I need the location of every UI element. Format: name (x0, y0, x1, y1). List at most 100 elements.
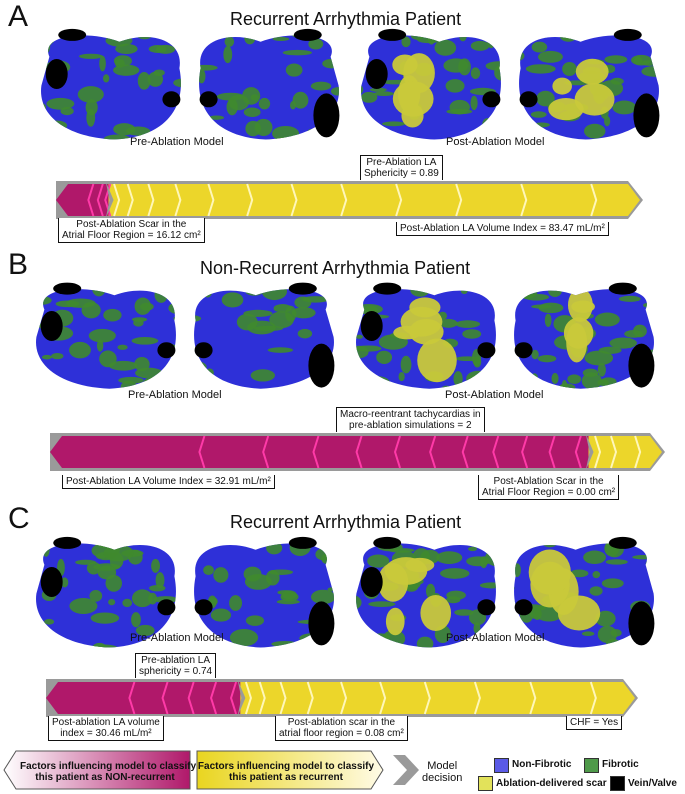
chevron-right-icon (589, 681, 597, 715)
vein-icon (482, 91, 501, 108)
legend-swatch-fibrotic (584, 758, 599, 773)
decision-marker (237, 679, 246, 717)
chevron-left-icon (262, 435, 270, 469)
chevron-left-icon (548, 435, 556, 469)
chevron-right-icon (520, 183, 528, 217)
legend-recurrent-arrow (196, 750, 384, 790)
vein-icon (53, 536, 82, 549)
heart-model-pre-a (41, 28, 340, 140)
vein-icon (199, 91, 218, 108)
decision-marker (585, 433, 594, 471)
force-bar-b (50, 433, 665, 471)
vein-icon (288, 536, 317, 549)
post-ablation-label-b: Post-Ablation Model (445, 389, 544, 401)
vein-icon (373, 536, 402, 549)
vein-icon (45, 59, 68, 89)
nonrecurrent-segment (56, 184, 109, 216)
vein-icon (514, 342, 533, 359)
recurrent-segment (108, 184, 640, 216)
post-ablation-label-c: Post-Ablation Model (446, 632, 545, 644)
legend-nonrecurrent-label: Factors influencing model to classify th… (20, 761, 197, 783)
chevron-left-icon (198, 435, 206, 469)
legend-label-scar: Ablation-delivered scar (496, 778, 607, 789)
chevron-right-icon (455, 183, 463, 217)
callout-volume-a: Post-Ablation LA Volume Index = 83.47 mL… (396, 222, 609, 236)
chevron-left-icon (128, 681, 136, 715)
legend-swatch-nonfibrotic (494, 758, 509, 773)
post-ablation-label-a: Post-Ablation Model (446, 136, 545, 148)
nonrecurrent-segment (50, 436, 589, 468)
chevron-left-icon (96, 183, 104, 217)
valve-icon (628, 601, 655, 646)
vein-icon (613, 28, 642, 41)
chevron-left-icon (230, 681, 238, 715)
chevron-left-icon (461, 435, 469, 469)
chevron-right-icon (340, 681, 348, 715)
legend-arrows (3, 750, 419, 790)
chevron-right-icon (279, 681, 287, 715)
panel-letter-a: A (8, 0, 29, 33)
chevron-right-icon (423, 681, 431, 715)
chevron-right-icon (340, 183, 348, 217)
chevron-right-icon (594, 435, 602, 469)
legend-label-vein: Vein/Valve (628, 778, 677, 789)
vein-icon (157, 342, 176, 359)
chevron-left-icon (492, 435, 500, 469)
decision-marker (105, 181, 114, 219)
callout-volume-b: Post-Ablation LA Volume Index = 32.91 mL… (62, 475, 275, 489)
legend-decision-label: Model decision (422, 760, 463, 784)
chevron-left-icon (574, 435, 582, 469)
chevron-left-icon (87, 183, 95, 217)
vein-icon (58, 28, 87, 41)
chevron-right-icon (379, 681, 387, 715)
chevron-right-icon (113, 183, 121, 217)
callout-chf-c: CHF = Yes (566, 716, 623, 730)
valve-icon (628, 343, 655, 388)
callout-macro-reentrant-b: Macro-reentrant tachycardias in pre-abla… (336, 407, 485, 432)
heart-model-post-b (356, 282, 655, 389)
chevron-right-icon (395, 183, 403, 217)
callout-scar-b: Post-Ablation Scar in the Atrial Floor R… (478, 475, 620, 500)
vein-icon (40, 567, 63, 597)
chevron-right-icon (590, 183, 598, 217)
legend-swatch-vein (610, 776, 625, 791)
callout-scar-c: Post-ablation scar in the atrial floor r… (275, 716, 408, 741)
legend-decision-marker (393, 755, 419, 785)
chevron-right-icon (244, 681, 252, 715)
chevron-right-icon (258, 681, 266, 715)
pre-ablation-label-a: Pre-Ablation Model (130, 136, 224, 148)
vein-icon (194, 342, 213, 359)
heart-model-pre-c (36, 536, 335, 648)
chevron-left-icon (210, 681, 218, 715)
panel-title-a: Recurrent Arrhythmia Patient (230, 9, 462, 29)
chevron-left-icon (429, 435, 437, 469)
vein-icon (477, 342, 496, 359)
force-bar-c (46, 679, 638, 717)
valve-icon (313, 93, 340, 138)
callout-sphericity-a: Pre-Ablation LA Sphericity = 0.89 (360, 155, 443, 180)
chevron-left-icon (521, 435, 529, 469)
panel-letter-c: C (8, 502, 30, 535)
chevron-right-icon (529, 681, 537, 715)
vein-icon (477, 599, 496, 616)
panel-letter-b: B (8, 248, 29, 281)
vein-icon (162, 91, 181, 108)
vein-icon (608, 536, 637, 549)
valve-icon (308, 601, 335, 646)
heart-model-pre-b (36, 282, 335, 389)
valve-icon (633, 93, 660, 138)
chevron-right-icon (634, 435, 642, 469)
force-bar-a (56, 181, 643, 219)
vein-icon (373, 282, 402, 295)
vein-icon (288, 282, 317, 295)
recurrent-segment (588, 436, 662, 468)
legend-label-fibrotic: Fibrotic (602, 759, 639, 770)
pre-ablation-label-c: Pre-Ablation Model (130, 632, 224, 644)
vein-icon (360, 311, 383, 341)
legend-label-nonfibrotic: Non-Fibrotic (512, 759, 572, 770)
valve-icon (308, 343, 335, 388)
panel-title-b: Non-Recurrent Arrhythmia Patient (200, 258, 471, 278)
panel-title-c: Recurrent Arrhythmia Patient (230, 512, 462, 532)
chevron-right-icon (207, 183, 215, 217)
chevron-right-icon (246, 183, 254, 217)
